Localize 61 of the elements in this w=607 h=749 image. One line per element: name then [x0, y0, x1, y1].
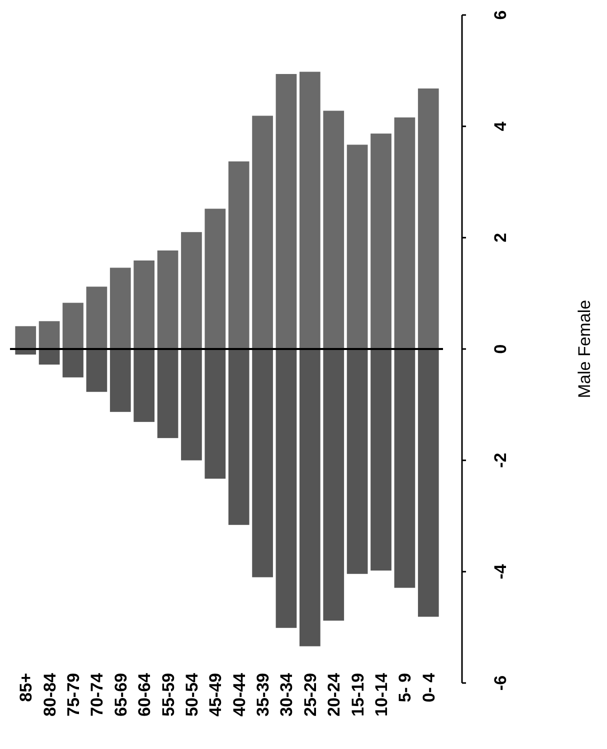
- x-tick-label: 55-59: [158, 673, 178, 716]
- bar: [228, 349, 250, 525]
- bar: [15, 326, 36, 349]
- x-tick-label: 60-64: [135, 672, 154, 716]
- bar: [134, 349, 154, 422]
- x-tick-label: 25-29: [300, 673, 320, 716]
- bar: [370, 134, 392, 349]
- x-tick-label: 75-79: [64, 673, 83, 716]
- x-tick-label: 0- 4: [419, 672, 438, 702]
- bar: [38, 349, 60, 365]
- x-tick-label: 5- 9: [396, 673, 415, 702]
- y-tick-label: 0: [491, 344, 510, 354]
- x-tick-label: 65-69: [111, 673, 130, 716]
- y-tick-label: 2: [491, 232, 510, 242]
- y-tick-label: 4: [491, 121, 510, 132]
- bar: [276, 74, 297, 349]
- x-tick-label: 45-49: [206, 673, 226, 716]
- x-tick-label: 10-14: [372, 672, 392, 716]
- y-tick-label: -6: [491, 675, 510, 691]
- bar: [394, 349, 416, 588]
- bar: [418, 349, 439, 617]
- x-tick-label: 20-24: [324, 672, 344, 716]
- bar: [204, 349, 226, 479]
- bar: [418, 88, 439, 349]
- bar: [110, 268, 131, 349]
- x-tick-label: 50-54: [182, 672, 202, 716]
- y-tick-label: -2: [491, 452, 510, 468]
- bar: [300, 349, 320, 646]
- y-tick-label: 6: [491, 10, 510, 20]
- bar: [228, 161, 250, 349]
- bar: [252, 349, 273, 578]
- bar: [323, 110, 344, 349]
- bar: [181, 349, 202, 460]
- x-tick-label: 35-39: [254, 673, 273, 716]
- bar: [86, 286, 108, 349]
- x-tick-label: 15-19: [348, 673, 368, 716]
- bar: [157, 250, 178, 349]
- bar: [62, 349, 84, 378]
- bar: [38, 321, 60, 349]
- bar: [300, 72, 320, 349]
- bar: [252, 116, 273, 349]
- x-tick-label: 70-74: [88, 672, 107, 716]
- bar: [323, 349, 344, 621]
- bar: [110, 349, 131, 412]
- bar: [134, 260, 154, 349]
- bar: [62, 302, 84, 349]
- x-tick-label: 80-84: [40, 672, 60, 716]
- x-tick-label: 40-44: [230, 672, 249, 716]
- bar: [157, 349, 178, 438]
- bar: [370, 349, 392, 571]
- bar: [276, 349, 297, 628]
- bar: [204, 208, 226, 349]
- bar: [346, 144, 368, 349]
- bar: [86, 349, 108, 392]
- y-tick-label: -4: [491, 564, 510, 580]
- y-axis-title: Male Female: [575, 300, 594, 398]
- bar: [181, 232, 202, 349]
- bar: [346, 349, 368, 574]
- x-tick-label: 85+: [16, 672, 36, 702]
- x-tick-label: 30-34: [277, 672, 296, 716]
- bar: [394, 117, 416, 349]
